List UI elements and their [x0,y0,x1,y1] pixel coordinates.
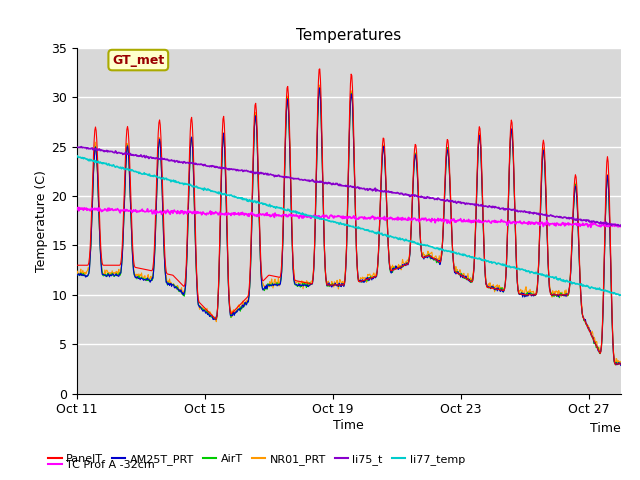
Legend: TC Prof A -32cm: TC Prof A -32cm [44,456,159,474]
Legend: PanelT, AM25T_PRT, AirT, NR01_PRT, li75_t, li77_temp: PanelT, AM25T_PRT, AirT, NR01_PRT, li75_… [44,450,469,469]
Text: GT_met: GT_met [112,54,164,67]
Text: Time: Time [590,422,621,435]
X-axis label: Time: Time [333,419,364,432]
Y-axis label: Temperature (C): Temperature (C) [35,170,49,272]
Title: Temperatures: Temperatures [296,28,401,43]
